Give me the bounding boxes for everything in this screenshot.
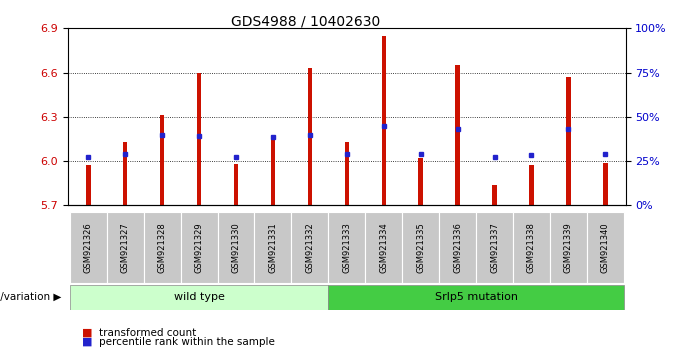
Bar: [143, 212, 181, 283]
Text: ■: ■: [82, 328, 92, 338]
Bar: [234, 164, 238, 205]
Bar: [550, 212, 587, 283]
Bar: [529, 166, 534, 205]
Bar: [70, 212, 107, 283]
Text: GSM921329: GSM921329: [194, 222, 203, 273]
Bar: [107, 212, 143, 283]
Bar: [439, 212, 476, 283]
Bar: [603, 162, 607, 205]
Text: percentile rank within the sample: percentile rank within the sample: [99, 337, 275, 347]
Bar: [70, 285, 328, 310]
Text: GDS4988 / 10402630: GDS4988 / 10402630: [231, 14, 381, 28]
Text: GSM921340: GSM921340: [601, 222, 610, 273]
Text: GSM921339: GSM921339: [564, 222, 573, 273]
Text: GSM921326: GSM921326: [84, 222, 92, 273]
Bar: [402, 212, 439, 283]
Text: GSM921334: GSM921334: [379, 222, 388, 273]
Bar: [123, 142, 127, 205]
Text: GSM921331: GSM921331: [269, 222, 277, 273]
Bar: [513, 212, 550, 283]
Text: GSM921338: GSM921338: [527, 222, 536, 273]
Bar: [492, 185, 496, 205]
Text: GSM921327: GSM921327: [121, 222, 130, 273]
Bar: [365, 212, 402, 283]
Bar: [381, 36, 386, 205]
Bar: [345, 142, 349, 205]
Text: GSM921336: GSM921336: [453, 222, 462, 273]
Bar: [476, 212, 513, 283]
Bar: [456, 65, 460, 205]
Text: ■: ■: [82, 337, 92, 347]
Text: transformed count: transformed count: [99, 328, 196, 338]
Text: wild type: wild type: [173, 292, 224, 302]
Text: GSM921328: GSM921328: [158, 222, 167, 273]
Bar: [218, 212, 254, 283]
Bar: [86, 166, 90, 205]
Text: Srlp5 mutation: Srlp5 mutation: [435, 292, 517, 302]
Text: GSM921337: GSM921337: [490, 222, 499, 273]
Bar: [307, 68, 312, 205]
Bar: [328, 212, 365, 283]
Bar: [181, 212, 218, 283]
Bar: [328, 285, 624, 310]
Text: GSM921330: GSM921330: [231, 222, 241, 273]
Bar: [292, 212, 328, 283]
Text: GSM921335: GSM921335: [416, 222, 425, 273]
Bar: [418, 158, 423, 205]
Bar: [271, 139, 275, 205]
Text: genotype/variation ▶: genotype/variation ▶: [0, 292, 61, 302]
Bar: [160, 115, 165, 205]
Bar: [587, 212, 624, 283]
Text: GSM921332: GSM921332: [305, 222, 314, 273]
Bar: [566, 77, 571, 205]
Bar: [254, 212, 292, 283]
Text: GSM921333: GSM921333: [342, 222, 352, 273]
Bar: [197, 73, 201, 205]
